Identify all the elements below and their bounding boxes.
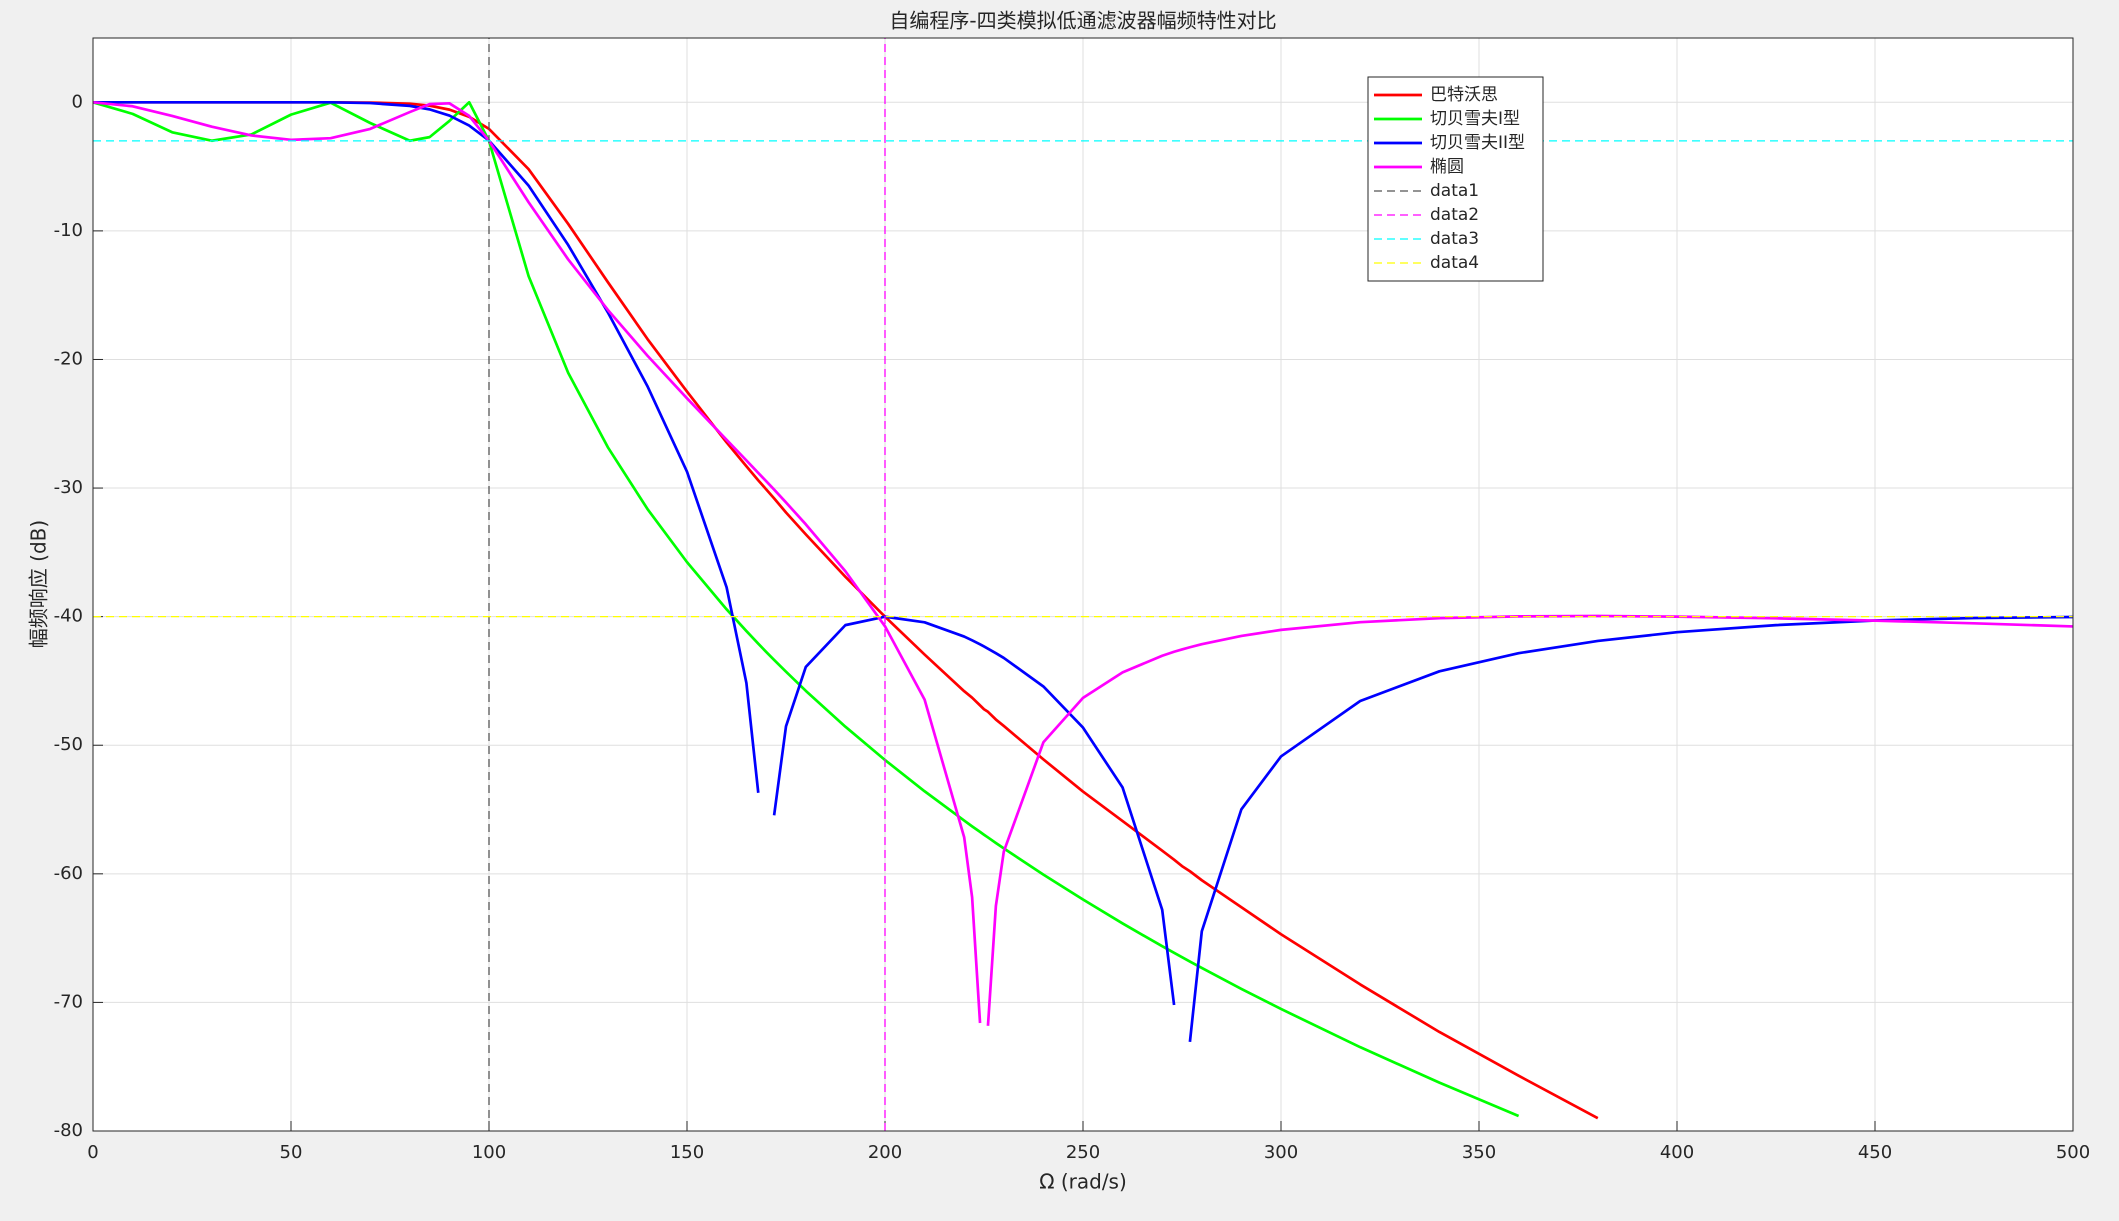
legend-label: 椭圆	[1430, 157, 1464, 177]
y-tick-label: -70	[54, 991, 83, 1012]
x-tick-label: 0	[87, 1142, 98, 1163]
x-tick-label: 450	[1858, 1142, 1892, 1163]
x-tick-label: 400	[1660, 1142, 1694, 1163]
y-tick-label: -60	[54, 863, 83, 884]
chart-title: 自编程序-四类模拟低通滤波器幅频特性对比	[889, 9, 1276, 33]
x-tick-label: 250	[1066, 1142, 1100, 1163]
series-line	[93, 100, 1520, 1118]
y-axis-label: 幅频响应 (dB)	[27, 520, 51, 648]
x-tick-label: 500	[2056, 1142, 2090, 1163]
y-tick-label: -80	[54, 1120, 83, 1141]
legend-label: data2	[1430, 205, 1479, 225]
x-tick-label: 50	[280, 1142, 303, 1163]
legend-label: data1	[1430, 181, 1479, 201]
x-tick-label: 350	[1462, 1142, 1496, 1163]
legend-label: 切贝雪夫I型	[1430, 109, 1520, 129]
legend-label: 巴特沃思	[1430, 85, 1498, 105]
plot-frame	[92, 37, 2074, 1132]
x-tick-label: 200	[868, 1142, 902, 1163]
x-tick-label: 300	[1264, 1142, 1298, 1163]
legend-box	[1367, 76, 1544, 282]
series-line	[93, 100, 2073, 1026]
legend-label: data3	[1430, 229, 1479, 249]
y-tick-label: -40	[54, 606, 83, 627]
legend-label: data4	[1430, 253, 1479, 273]
y-tick-label: -10	[54, 220, 83, 241]
x-tick-label: 150	[670, 1142, 704, 1163]
y-tick-label: -20	[54, 348, 83, 369]
y-tick-label: -30	[54, 477, 83, 498]
plot-lines	[93, 38, 2073, 1131]
x-axis-label: Ω (rad/s)	[1039, 1170, 1127, 1194]
legend-label: 切贝雪夫II型	[1430, 133, 1525, 153]
series-line	[93, 100, 1599, 1120]
y-tick-label: 0	[72, 91, 83, 112]
x-tick-label: 100	[472, 1142, 506, 1163]
y-tick-label: -50	[54, 734, 83, 755]
